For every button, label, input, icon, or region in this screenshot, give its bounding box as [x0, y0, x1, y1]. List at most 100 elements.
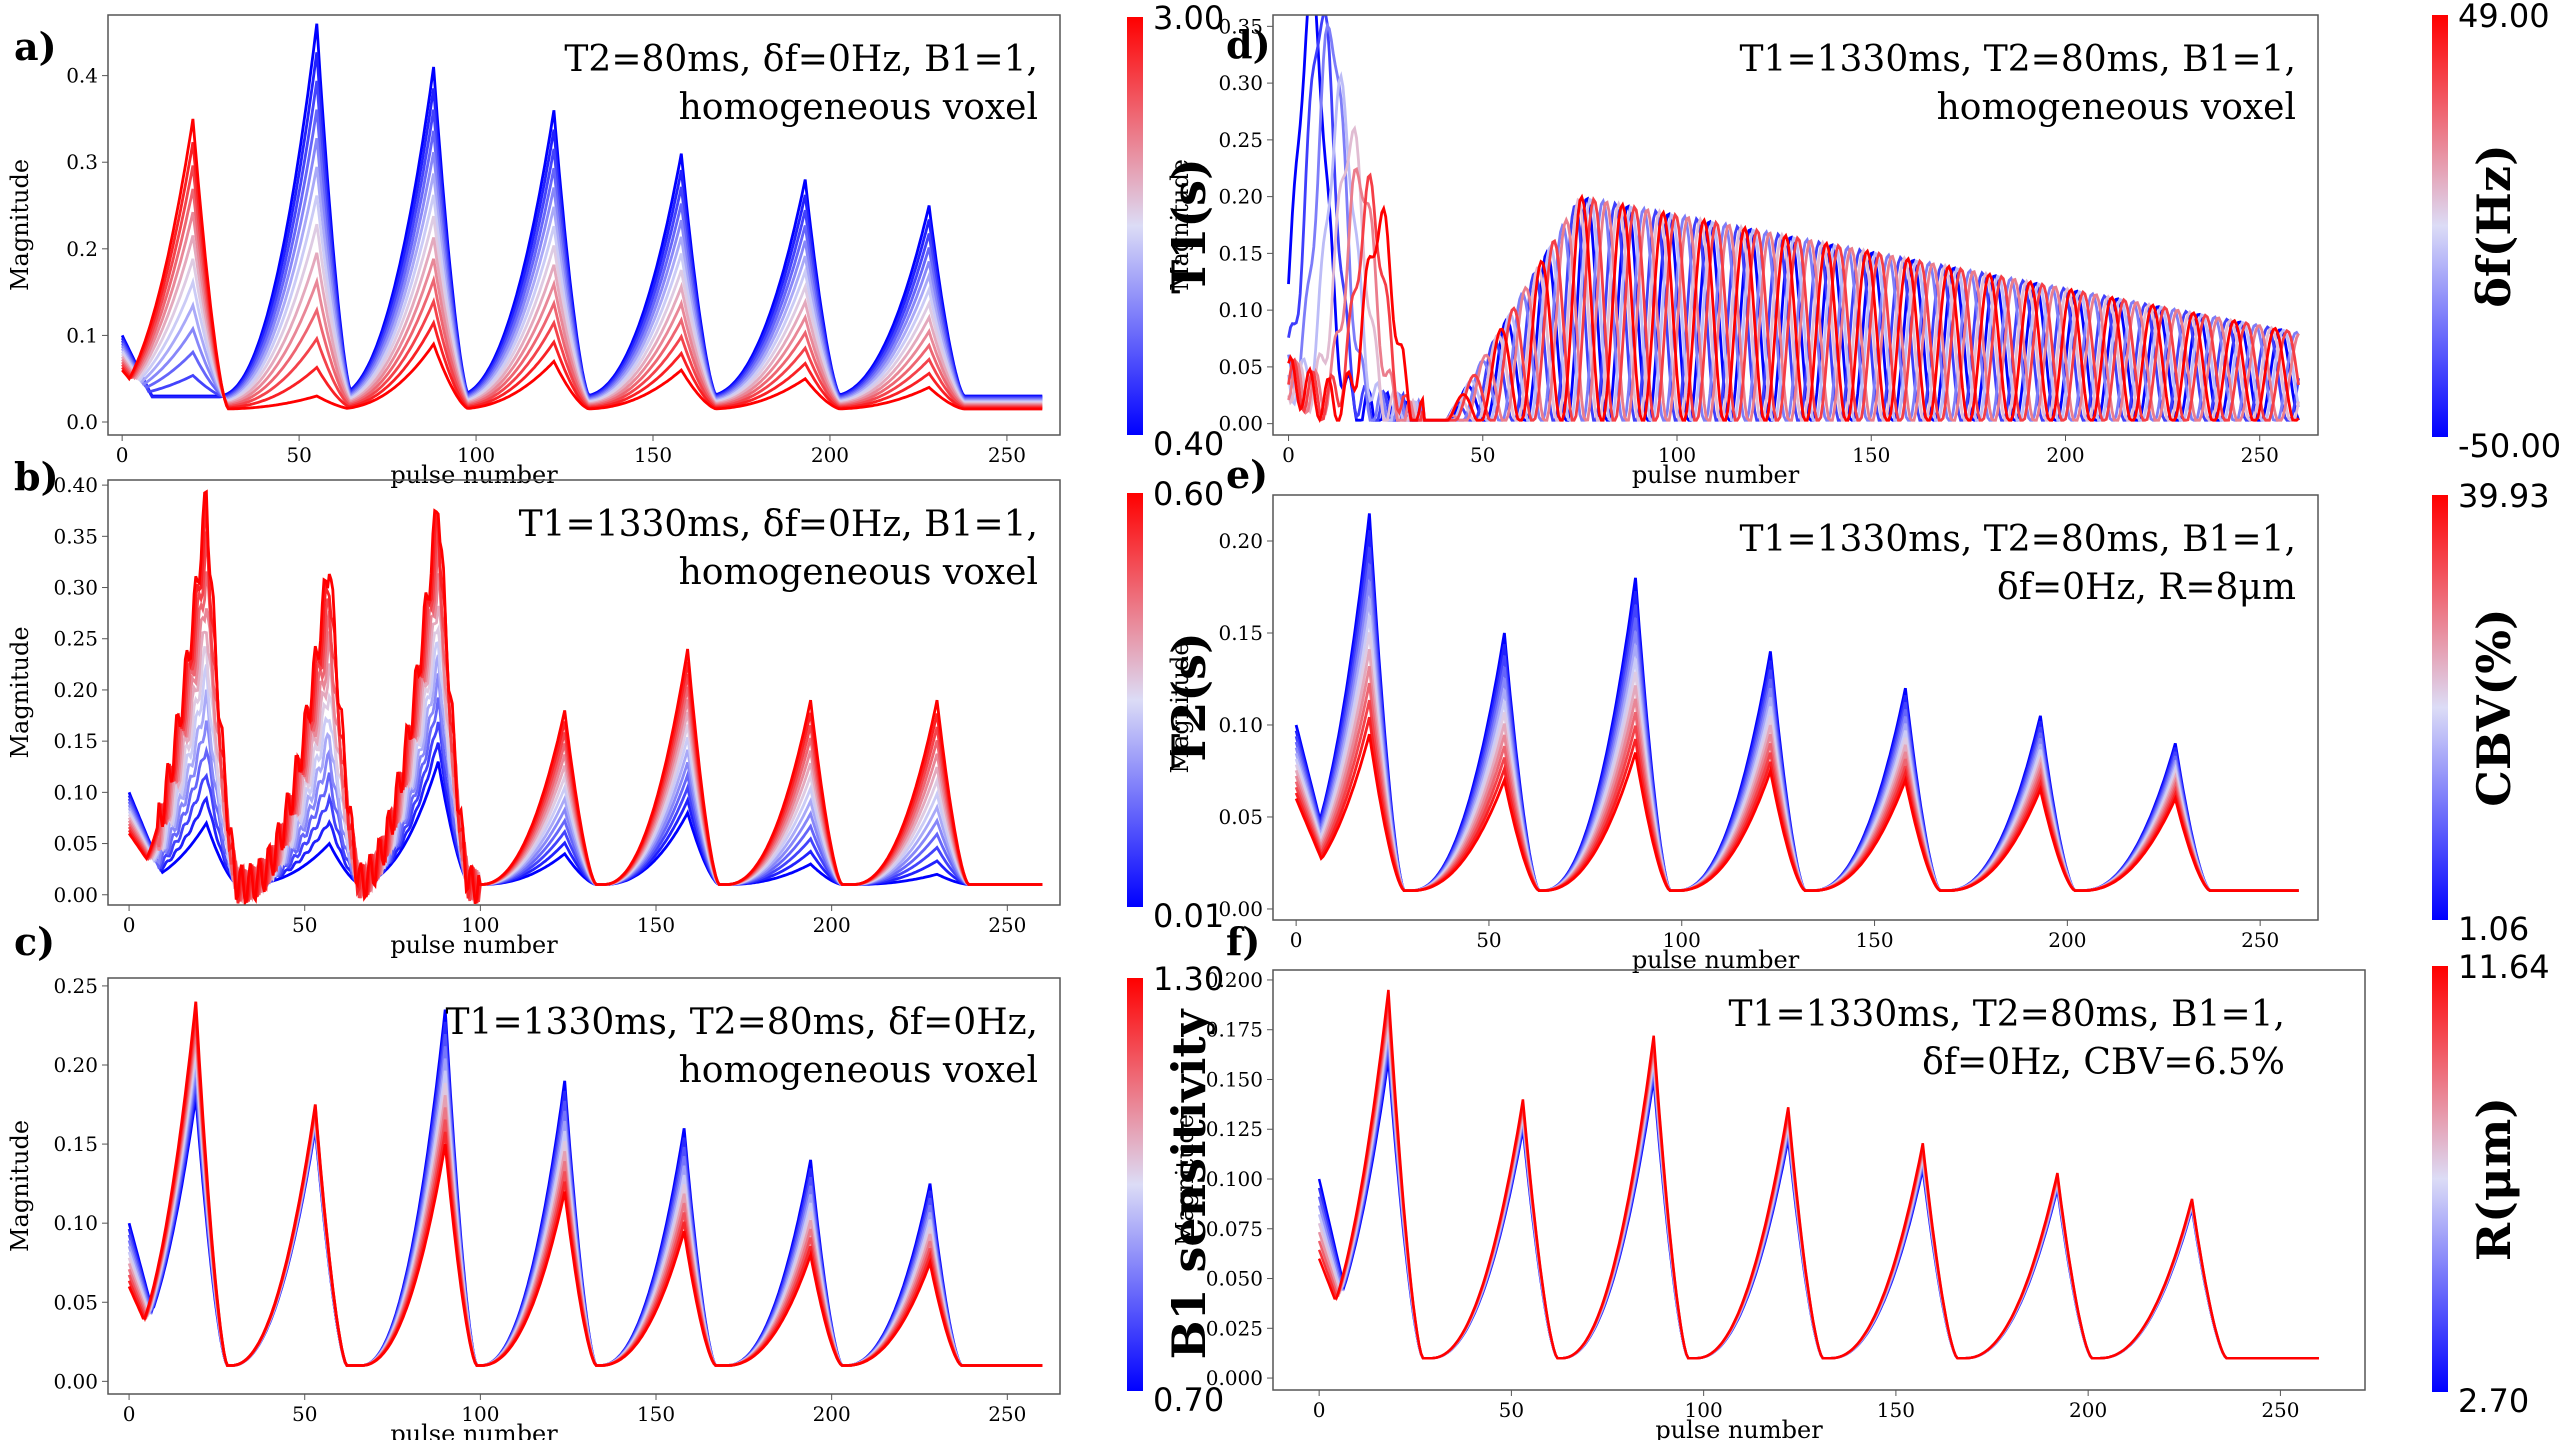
y-tick-label-b-7: 0.35	[53, 524, 98, 548]
colorbar-max-d: 49.00	[2458, 0, 2550, 35]
panel-f: 0 50 100 150 200 250 0.000 0.025 0.050 0.075 0.100…	[1171, 919, 2550, 1440]
y-axis-label-f: Magnitude	[1171, 1114, 1199, 1246]
y-tick-label-f-5: 0.125	[1206, 1117, 1263, 1141]
x-tick-label-f-1: 50	[1499, 1398, 1524, 1422]
x-tick-label-e-0: 0	[1290, 928, 1303, 952]
colorbar-d	[2432, 15, 2448, 437]
x-tick-label-a-2: 100	[457, 443, 495, 467]
series-line-f-3	[1317, 1036, 2319, 1360]
panel-label-a: a)	[14, 24, 57, 69]
colorbar-label-f: R(μm)	[2467, 1097, 2521, 1261]
series-group-e	[1294, 513, 2299, 892]
y-tick-label-c-4: 0.20	[53, 1053, 98, 1077]
series-line-d-3	[1287, 71, 2300, 422]
y-tick-label-e-3: 0.15	[1218, 621, 1263, 645]
y-axis-label-b: Magnitude	[6, 626, 34, 758]
y-tick-label-e-2: 0.10	[1218, 713, 1263, 737]
x-tick-label-b-1: 50	[292, 913, 317, 937]
y-tick-label-d-2: 0.10	[1218, 298, 1263, 322]
x-tick-label-b-0: 0	[123, 913, 136, 937]
y-tick-label-b-2: 0.10	[53, 780, 98, 804]
series-group-c	[127, 1001, 1043, 1367]
series-group-b	[127, 489, 1043, 905]
colorbar-b	[1127, 493, 1143, 907]
y-tick-label-d-7: 0.35	[1218, 14, 1263, 38]
panel-a: 0 50 100 150 200 250 0.0 0.1 0.2 0.3 0.4 pulse numb…	[6, 0, 1224, 489]
colorbar-e	[2432, 495, 2448, 920]
y-tick-label-c-1: 0.05	[53, 1290, 98, 1314]
annotation-b-1: homogeneous voxel	[679, 552, 1038, 593]
annotation-d-0: T1=1330ms, T2=80ms, B1=1,	[1740, 39, 2296, 80]
y-tick-label-a-4: 0.4	[66, 64, 98, 88]
y-tick-label-f-7: 0.175	[1206, 1018, 1263, 1042]
series-line-b-0	[127, 761, 1043, 886]
panel-b: 0 50 100 150 200 250 0.00 0.05 0.10 0.15 0.20 0.25 0…	[6, 454, 1224, 959]
y-axis-label-d: Magnitude	[1166, 159, 1194, 291]
x-tick-label-d-1: 50	[1470, 443, 1495, 467]
y-tick-label-d-3: 0.15	[1218, 241, 1263, 265]
plot-frame-d	[1272, 14, 2319, 436]
series-line-a-12	[121, 141, 1043, 410]
y-tick-label-f-3: 0.075	[1206, 1217, 1263, 1241]
x-tick-label-c-3: 150	[637, 1402, 675, 1426]
y-tick-label-b-3: 0.15	[53, 729, 98, 753]
series-group-d	[1287, 15, 2300, 424]
colorbar-min-c: 0.70	[1153, 1381, 1224, 1419]
series-line-f-1	[1317, 1051, 2319, 1360]
x-tick-label-f-3: 150	[1877, 1398, 1915, 1422]
x-tick-label-c-2: 100	[461, 1402, 499, 1426]
x-axis-label-a: pulse number	[390, 461, 558, 489]
series-line-e-7	[1294, 632, 2299, 892]
series-line-d-7	[1287, 193, 2300, 424]
x-tick-label-f-5: 250	[2261, 1398, 2299, 1422]
x-tick-label-a-4: 200	[811, 443, 849, 467]
panel-label-d: d)	[1226, 22, 1271, 67]
x-axis-label-f: pulse number	[1655, 1416, 1823, 1440]
series-line-f-9	[1317, 989, 2319, 1360]
y-axis-label-e: Magnitude	[1166, 641, 1194, 773]
panel-d: 0 50 100 150 200 250 0.00 0.05 0.10 0.15 0.20 0.25 0…	[1166, 0, 2561, 489]
y-tick-label-c-3: 0.15	[53, 1132, 98, 1156]
panel-e: 0 50 100 150 200 250 0.00 0.05 0.10 0.15 0.20 pulse…	[1166, 452, 2550, 974]
y-tick-label-d-6: 0.30	[1218, 71, 1263, 95]
y-tick-label-f-2: 0.050	[1206, 1267, 1263, 1291]
panel-label-c: c)	[14, 919, 55, 964]
x-tick-label-b-4: 200	[813, 913, 851, 937]
colorbar-label-b: T2(s)	[1162, 632, 1216, 768]
y-tick-label-a-0: 0.0	[66, 410, 98, 434]
annotation-f-1: δf=0Hz, CBV=6.5%	[1922, 1042, 2285, 1083]
x-tick-label-d-0: 0	[1282, 443, 1295, 467]
colorbar-max-f: 11.64	[2458, 948, 2550, 986]
colorbar-a	[1127, 17, 1143, 435]
x-tick-label-d-3: 150	[1852, 443, 1890, 467]
colorbar-c	[1127, 978, 1143, 1391]
y-tick-label-b-5: 0.25	[53, 627, 98, 651]
series-line-e-9	[1294, 665, 2299, 892]
series-line-f-2	[1317, 1043, 2319, 1360]
x-tick-label-a-5: 250	[988, 443, 1026, 467]
series-line-b-13	[127, 489, 1043, 905]
annotation-a-0: T2=80ms, δf=0Hz, B1=1,	[564, 39, 1038, 80]
y-tick-label-d-5: 0.25	[1218, 128, 1263, 152]
panel-label-e: e)	[1226, 452, 1268, 497]
colorbar-max-e: 39.93	[2458, 477, 2550, 515]
x-tick-label-f-2: 100	[1685, 1398, 1723, 1422]
x-axis-label-c: pulse number	[390, 1420, 558, 1440]
x-tick-label-c-0: 0	[123, 1402, 136, 1426]
y-tick-label-b-6: 0.30	[53, 576, 98, 600]
colorbar-label-c: B1 sensitivity	[1162, 1008, 1216, 1359]
y-tick-label-c-2: 0.10	[53, 1211, 98, 1235]
series-line-c-11	[127, 1001, 1043, 1367]
plot-frame-e	[1272, 494, 2319, 921]
colorbar-label-a: T1(s)	[1162, 158, 1216, 294]
series-line-a-13	[121, 118, 1043, 411]
x-tick-label-e-2: 100	[1663, 928, 1701, 952]
x-tick-label-f-4: 200	[2069, 1398, 2107, 1422]
colorbar-min-e: 1.06	[2458, 910, 2529, 948]
series-line-d-6	[1287, 172, 2300, 422]
series-group-f	[1317, 989, 2319, 1360]
annotation-f-0: T1=1330ms, T2=80ms, B1=1,	[1729, 994, 2285, 1035]
series-line-d-0	[1287, 15, 2300, 422]
y-tick-label-a-3: 0.3	[66, 150, 98, 174]
